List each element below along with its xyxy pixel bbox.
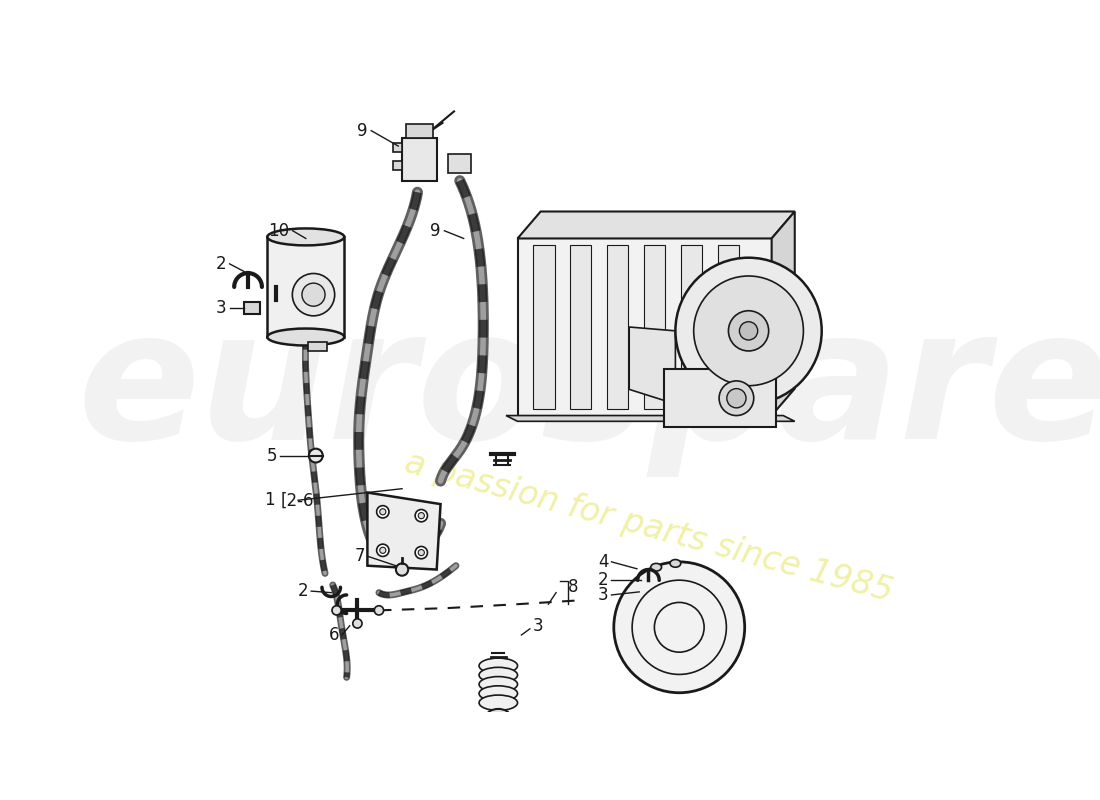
Ellipse shape: [694, 276, 803, 386]
Bar: [308, 342, 327, 351]
Text: 10: 10: [267, 222, 289, 240]
Bar: [393, 161, 403, 170]
Polygon shape: [772, 211, 794, 415]
Bar: [267, 237, 344, 337]
Text: 8: 8: [568, 578, 579, 596]
Ellipse shape: [480, 658, 517, 674]
Polygon shape: [367, 493, 440, 570]
Circle shape: [418, 550, 425, 556]
Polygon shape: [607, 245, 628, 410]
Circle shape: [374, 606, 384, 615]
Text: 5: 5: [267, 446, 277, 465]
Text: 9: 9: [356, 122, 367, 140]
Ellipse shape: [727, 389, 746, 408]
Ellipse shape: [480, 686, 517, 702]
Polygon shape: [517, 211, 794, 238]
Text: a passion for parts since 1985: a passion for parts since 1985: [400, 446, 896, 608]
Circle shape: [415, 546, 428, 558]
Circle shape: [418, 513, 425, 518]
Bar: [406, 125, 433, 138]
Bar: [449, 154, 472, 173]
Polygon shape: [517, 238, 772, 415]
Text: 2: 2: [297, 582, 308, 600]
Ellipse shape: [675, 258, 822, 404]
Bar: [664, 370, 776, 427]
Bar: [403, 138, 437, 181]
Ellipse shape: [480, 695, 517, 710]
Text: 7: 7: [354, 547, 365, 566]
Ellipse shape: [719, 381, 754, 415]
Circle shape: [379, 547, 386, 554]
Ellipse shape: [480, 677, 517, 692]
Text: 3: 3: [597, 586, 608, 604]
Text: 6: 6: [329, 626, 339, 644]
Circle shape: [396, 563, 408, 576]
Bar: [244, 302, 260, 314]
Circle shape: [376, 506, 389, 518]
Text: 4: 4: [598, 553, 608, 571]
Text: 2: 2: [216, 255, 227, 273]
Polygon shape: [629, 327, 675, 404]
Ellipse shape: [267, 229, 344, 246]
Ellipse shape: [651, 563, 661, 571]
Circle shape: [614, 562, 745, 693]
Polygon shape: [534, 245, 554, 410]
Ellipse shape: [301, 283, 326, 306]
Ellipse shape: [480, 667, 517, 682]
Text: 2: 2: [597, 570, 608, 589]
Text: eurospares: eurospares: [78, 301, 1100, 477]
Ellipse shape: [486, 709, 510, 722]
Text: 9: 9: [430, 222, 440, 240]
Text: 1: 1: [264, 491, 275, 510]
Ellipse shape: [670, 559, 681, 567]
Circle shape: [379, 509, 386, 515]
Polygon shape: [570, 245, 592, 410]
Ellipse shape: [293, 274, 334, 316]
Text: 3: 3: [216, 298, 227, 317]
Circle shape: [376, 544, 389, 557]
Circle shape: [332, 606, 341, 615]
Circle shape: [309, 449, 322, 462]
Ellipse shape: [728, 310, 769, 351]
Polygon shape: [681, 245, 703, 410]
Text: [2-6: [2-6: [280, 491, 314, 510]
Bar: [393, 143, 403, 152]
Ellipse shape: [267, 329, 344, 346]
Ellipse shape: [739, 322, 758, 340]
Circle shape: [353, 619, 362, 628]
Polygon shape: [717, 245, 739, 410]
Circle shape: [415, 510, 428, 522]
Polygon shape: [506, 415, 794, 422]
Text: 3: 3: [534, 617, 543, 634]
Polygon shape: [644, 245, 666, 410]
